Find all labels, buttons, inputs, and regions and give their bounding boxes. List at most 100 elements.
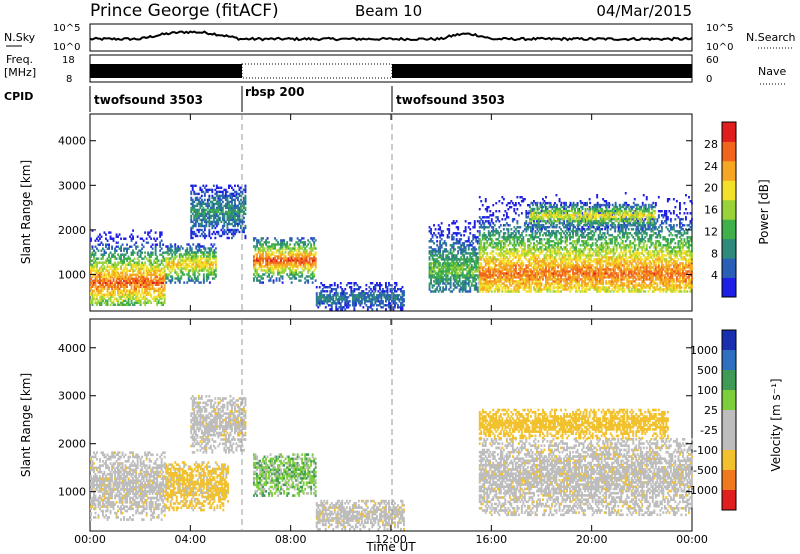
power-cell-r2 — [200, 224, 203, 228]
power-cell-r3 — [278, 243, 281, 246]
power-cell-r2 — [199, 202, 202, 206]
power-cell-r4 — [315, 296, 318, 299]
power-cell-r0 — [118, 283, 121, 286]
power-cell-r0 — [115, 269, 118, 272]
power-cell-r4 — [380, 294, 383, 297]
power-cell-r2 — [193, 206, 196, 210]
power-cell-r3 — [257, 259, 260, 262]
power-cell-r3 — [256, 239, 258, 242]
power-cell-r3 — [313, 253, 316, 256]
power-cell-r4 — [321, 284, 324, 287]
power-cell-r3 — [274, 257, 276, 260]
power-cell-r3 — [293, 245, 296, 248]
power-cell-r6 — [487, 206, 490, 209]
power-cell-r1 — [202, 273, 205, 276]
power-cell-r0 — [153, 277, 156, 280]
power-cell-r1 — [214, 251, 217, 254]
power-cell-r3 — [278, 257, 281, 260]
power-cell-r4 — [374, 300, 377, 303]
power-cell-r0 — [124, 293, 127, 296]
power-cell-r3 — [304, 249, 307, 252]
power-cell-r0 — [127, 293, 130, 296]
power-cell-r2 — [243, 206, 245, 210]
power-cell-r6 — [517, 214, 520, 217]
power-cell-r0 — [108, 271, 110, 274]
power-cell-r0 — [154, 247, 157, 250]
power-cell-r2 — [203, 210, 206, 214]
power-cell-r1 — [214, 255, 217, 258]
power-cell-r3 — [268, 279, 270, 282]
power-cell-r3 — [253, 257, 255, 260]
power-cell-r0 — [112, 299, 115, 302]
power-cell-r4 — [366, 308, 369, 311]
power-cell-r3 — [269, 253, 272, 256]
power-cell-r2 — [231, 186, 233, 189]
power-cell-r2 — [199, 224, 202, 228]
power-cell-r2 — [211, 226, 214, 230]
power-cell-r2 — [237, 212, 239, 216]
power-cell-r4 — [342, 298, 345, 301]
power-cell-r0 — [139, 255, 142, 258]
power-cell-r3 — [266, 271, 269, 274]
power-cell-r4 — [332, 298, 335, 301]
power-cell-r0 — [90, 271, 92, 274]
power-cell-r0 — [117, 271, 119, 274]
power-cell-r5 — [430, 276, 432, 279]
power-cell-r2 — [235, 228, 238, 232]
power-cell-r2 — [211, 224, 214, 228]
power-cell-r0 — [132, 279, 134, 282]
power-cell-r1 — [208, 281, 211, 284]
power-cell-r0 — [118, 303, 121, 306]
power-cell-r0 — [118, 287, 121, 290]
power-cell-r1 — [195, 269, 198, 272]
power-cell-r4 — [380, 292, 383, 295]
power-cell-r4 — [329, 296, 332, 299]
power-cell-r3 — [275, 279, 278, 282]
power-cell-r3 — [254, 249, 257, 252]
power-cell-r0 — [91, 259, 94, 262]
power-cell-r2 — [199, 234, 202, 238]
power-cell-r3 — [253, 261, 255, 264]
power-cell-r3 — [281, 243, 284, 246]
power-cell-r3 — [311, 249, 314, 252]
power-cell-r0 — [150, 229, 153, 232]
power-cell-r4 — [380, 302, 383, 305]
power-cell-r0 — [112, 291, 115, 294]
power-cell-r6 — [525, 210, 528, 213]
power-cell-r1 — [166, 275, 169, 278]
power-cell-r3 — [257, 257, 260, 260]
power-cell-r1 — [171, 261, 174, 264]
power-cell-r2 — [203, 208, 206, 212]
power-cell-r2 — [218, 216, 221, 220]
power-cell-r4 — [400, 302, 402, 305]
freq-block-3 — [392, 64, 692, 78]
power-cell-r1 — [214, 273, 217, 276]
power-cell-r0 — [163, 269, 166, 272]
power-cell-r0 — [91, 253, 94, 256]
power-cell-r2 — [243, 204, 245, 208]
power-cell-r0 — [142, 279, 145, 282]
power-cell-r3 — [281, 249, 284, 252]
power-cell-r1 — [187, 273, 190, 276]
power-cell-r0 — [150, 265, 153, 268]
power-cell-r0 — [96, 269, 98, 272]
power-cell-r0 — [124, 299, 127, 302]
power-cell-r0 — [111, 253, 113, 256]
power-cell-r6 — [490, 218, 493, 221]
power-cell-r4 — [359, 296, 362, 299]
nave-label: Nave — [758, 65, 786, 78]
power-cell-r1 — [169, 257, 172, 260]
power-cell-r0 — [159, 231, 162, 234]
power-cell-r0 — [135, 247, 138, 250]
power-cell-r3 — [289, 267, 292, 270]
power-cell-r0 — [99, 299, 101, 302]
power-cell-r0 — [151, 281, 154, 284]
power-cell-r3 — [301, 237, 304, 240]
power-cell-r0 — [112, 293, 115, 296]
power-cell-r4 — [347, 282, 350, 285]
power-cell-r1 — [192, 271, 195, 274]
power-cell-r2 — [231, 200, 233, 204]
power-cell-r0 — [117, 273, 119, 276]
power-cell-r0 — [141, 281, 144, 284]
power-cell-r3 — [304, 281, 307, 284]
